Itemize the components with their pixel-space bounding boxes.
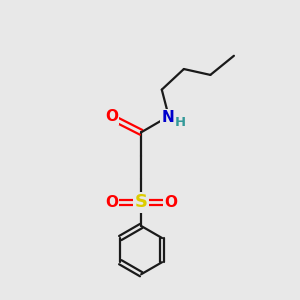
Text: O: O <box>105 109 118 124</box>
Text: H: H <box>175 116 186 129</box>
Text: O: O <box>105 195 118 210</box>
Text: O: O <box>164 195 177 210</box>
Text: S: S <box>135 194 148 211</box>
Text: N: N <box>161 110 174 125</box>
